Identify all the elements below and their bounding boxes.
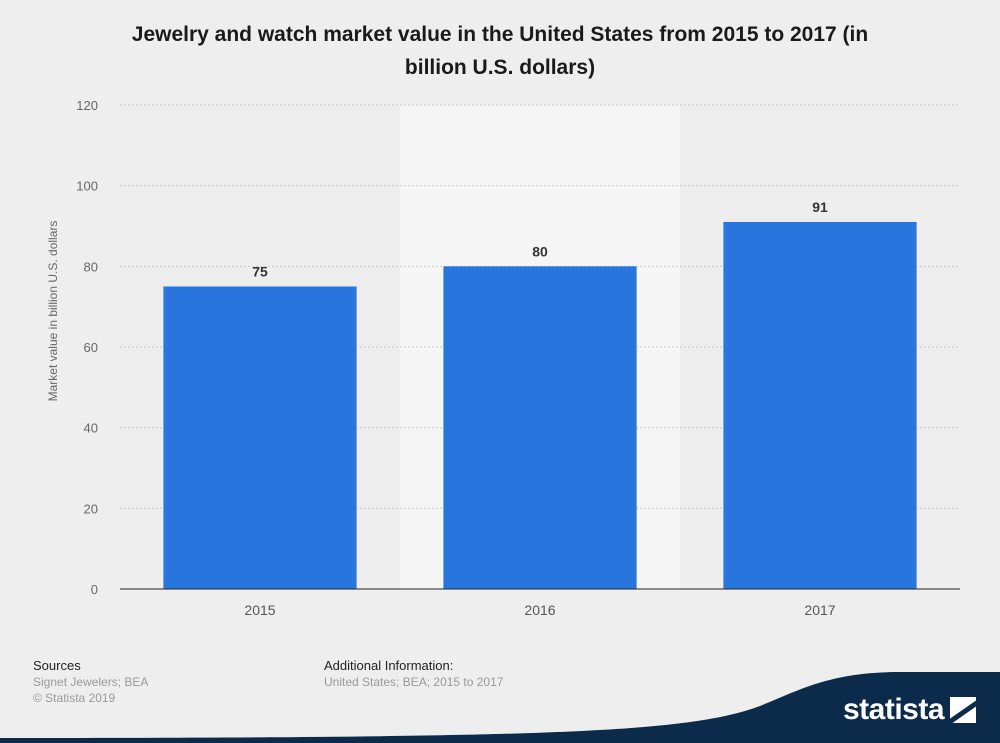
brand-name: statista — [843, 693, 945, 726]
sources-block: Sources Signet Jewelers; BEA © Statista … — [33, 658, 148, 706]
statista-logo-icon — [950, 697, 977, 723]
bars: 75 80 91 — [163, 199, 917, 590]
bar-2017[interactable] — [723, 221, 917, 589]
y-tick-label: 20 — [84, 501, 98, 516]
y-tick-label: 100 — [76, 179, 98, 194]
x-tick-label: 2015 — [244, 602, 275, 618]
data-label-2017: 91 — [812, 199, 828, 215]
x-tick-label: 2016 — [524, 602, 555, 618]
data-label-2015: 75 — [252, 264, 268, 280]
y-tick-label: 120 — [76, 98, 98, 113]
brand-band — [0, 672, 1000, 743]
additional-info-text: United States; BEA; 2015 to 2017 — [324, 675, 504, 689]
x-axis-ticks: 2015 2016 2017 — [244, 602, 835, 618]
copyright-text: © Statista 2019 — [33, 691, 116, 705]
statista-logo[interactable]: statista — [843, 692, 977, 728]
additional-info-block: Additional Information: United States; B… — [324, 658, 503, 690]
y-tick-label: 40 — [84, 421, 98, 436]
sources-heading: Sources — [33, 658, 81, 673]
y-tick-label: 0 — [91, 582, 98, 597]
y-axis-ticks: 0 20 40 60 80 100 120 — [76, 98, 98, 597]
sources-text[interactable]: Signet Jewelers; BEA — [33, 675, 149, 689]
chart-title: Jewelry and watch market value in the Un… — [131, 23, 869, 79]
x-tick-label: 2017 — [804, 602, 835, 618]
bar-2015[interactable] — [163, 286, 357, 590]
y-axis-label: Market value in billion U.S. dollars — [46, 221, 60, 402]
y-tick-label: 80 — [84, 259, 98, 274]
additional-info-heading: Additional Information: — [324, 658, 454, 673]
bar-2016[interactable] — [443, 266, 637, 589]
y-tick-label: 60 — [84, 340, 98, 355]
data-label-2016: 80 — [532, 243, 548, 259]
